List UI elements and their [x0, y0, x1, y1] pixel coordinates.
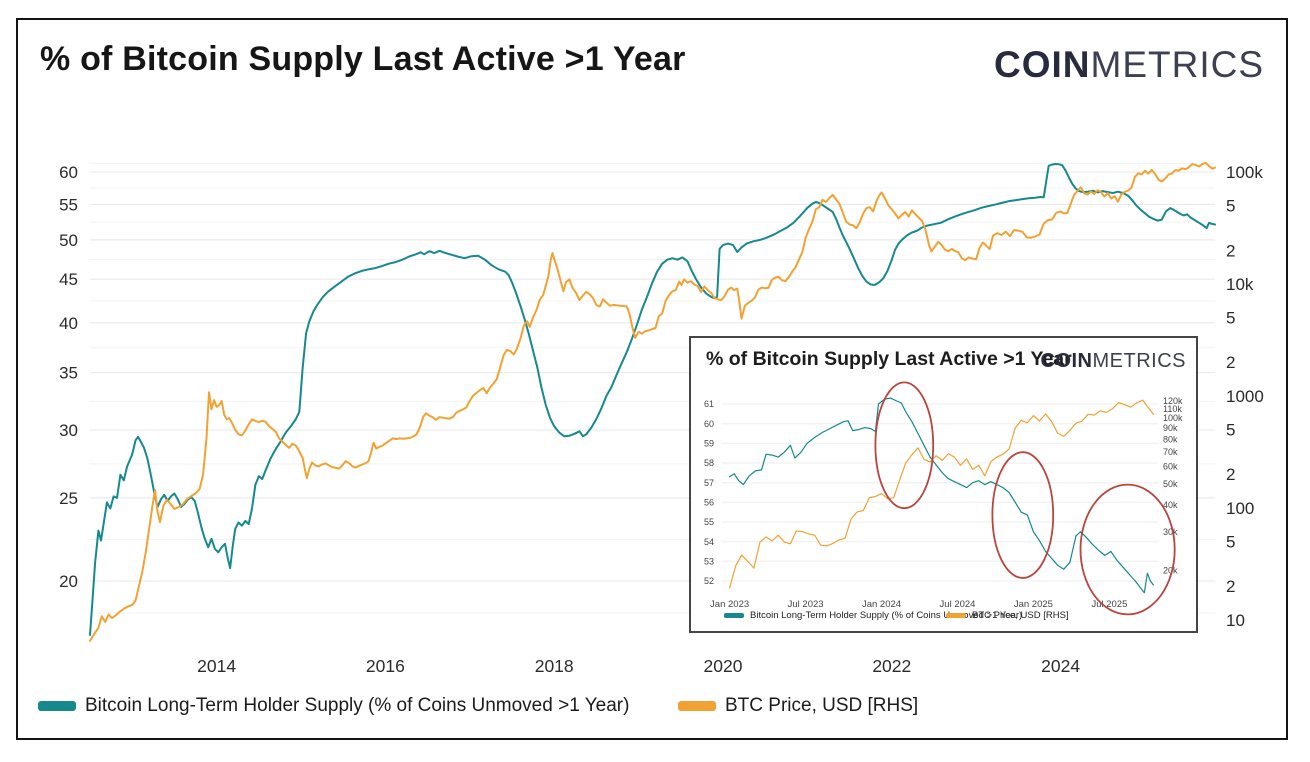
legend-item-price: BTC Price, USD [RHS]: [678, 695, 918, 717]
inset-frame: [689, 336, 1198, 633]
x-axis-tick: Jul 2024: [940, 599, 976, 610]
left-axis-tick: 57: [704, 478, 714, 488]
right-axis-tick: 5: [1226, 533, 1235, 552]
x-axis-tick: Jan 2024: [862, 599, 901, 610]
left-axis-tick: 54: [704, 537, 714, 547]
left-axis-tick: 25: [59, 489, 78, 508]
right-axis-tick: 100: [1226, 499, 1254, 518]
x-axis-tick: 2016: [366, 656, 405, 676]
inset-logo-metrics-text: METRICS: [1092, 350, 1186, 372]
left-axis-tick: 56: [704, 498, 714, 508]
left-axis-tick: 50: [59, 231, 78, 250]
left-axis-tick: 20: [59, 572, 78, 591]
right-axis-tick: 30k: [1163, 527, 1178, 537]
right-axis-tick: 40k: [1163, 500, 1178, 510]
right-axis-tick: 60k: [1163, 462, 1178, 472]
right-axis-tick: 2: [1226, 241, 1235, 260]
price-line: [89, 161, 1216, 642]
inset-legend-item-supply: Bitcoin Long-Term Holder Supply (% of Co…: [724, 610, 1022, 621]
price-legend-swatch: [678, 701, 716, 711]
inset-supply-legend-swatch: [724, 613, 744, 618]
right-axis-tick: 70k: [1163, 447, 1178, 457]
left-axis-tick: 53: [704, 557, 714, 567]
left-axis-tick: 35: [59, 364, 78, 383]
left-axis-tick: 45: [59, 270, 78, 289]
left-axis-tick: 58: [704, 458, 714, 468]
inset-title: % of Bitcoin Supply Last Active >1 Year: [706, 348, 1072, 370]
right-axis-tick: 90k: [1163, 423, 1178, 433]
annotation-ellipse: [874, 381, 935, 510]
right-axis-tick: 2: [1226, 465, 1235, 484]
x-axis-tick: 2020: [704, 656, 743, 676]
price-legend-label: BTC Price, USD [RHS]: [725, 695, 919, 716]
right-axis-tick: 2: [1226, 577, 1235, 596]
annotation-ellipse: [991, 451, 1055, 579]
inset-logo-coin-text: COIN: [1040, 350, 1093, 372]
right-axis-tick: 80k: [1163, 434, 1178, 444]
right-axis-tick: 5: [1226, 197, 1235, 216]
logo-coin-text: COIN: [994, 44, 1091, 85]
supply-legend-swatch: [38, 701, 76, 711]
right-axis-tick: 50k: [1163, 479, 1178, 489]
right-axis-tick: 10k: [1226, 275, 1254, 294]
coinmetrics-logo: COINMETRICS: [994, 44, 1264, 86]
x-axis-tick: Jul 2025: [1091, 599, 1127, 610]
supply-line: [89, 163, 1216, 636]
x-axis-tick: 2018: [535, 656, 574, 676]
x-axis-tick: Jan 2025: [1014, 599, 1053, 610]
major-gridlines: [722, 403, 1158, 582]
right-axis-tick: 2: [1226, 353, 1235, 372]
inset-legend-item-price: BTC Price, USD [RHS]: [946, 610, 1069, 621]
x-axis-tick: 2024: [1041, 656, 1080, 676]
supply-line: [729, 397, 1154, 594]
price-line: [729, 399, 1154, 589]
left-axis-tick: 55: [704, 517, 714, 527]
left-axis-tick: 52: [704, 576, 714, 586]
x-axis-tick: 2022: [872, 656, 911, 676]
logo-metrics-text: METRICS: [1090, 44, 1264, 85]
supply-legend-label: Bitcoin Long-Term Holder Supply (% of Co…: [85, 695, 630, 716]
right-axis-tick: 110k: [1163, 404, 1182, 414]
left-axis-tick: 59: [704, 439, 714, 449]
left-axis-tick: 55: [59, 195, 78, 214]
left-axis-tick: 60: [59, 163, 78, 182]
right-axis-tick: 5: [1226, 421, 1235, 440]
inset-supply-legend-label: Bitcoin Long-Term Holder Supply (% of Co…: [750, 610, 1023, 621]
inset-price-legend-swatch: [946, 613, 966, 618]
right-axis-tick: 100k: [1226, 163, 1263, 182]
right-axis-tick: 20k: [1163, 566, 1178, 576]
left-axis-tick: 40: [59, 314, 78, 333]
right-axis-tick: 100k: [1163, 413, 1183, 423]
inset-price-legend-label: BTC Price, USD [RHS]: [972, 610, 1069, 621]
legend-item-supply: Bitcoin Long-Term Holder Supply (% of Co…: [38, 695, 629, 717]
right-axis-tick: 120k: [1163, 396, 1183, 406]
page-title: % of Bitcoin Supply Last Active >1 Year: [40, 40, 686, 78]
x-axis-tick: Jul 2023: [788, 599, 824, 610]
x-axis-tick: 2014: [197, 656, 236, 676]
left-axis-tick: 61: [704, 399, 714, 409]
right-axis-tick: 5: [1226, 309, 1235, 328]
left-axis-tick: 60: [704, 419, 714, 429]
left-axis-tick: 30: [59, 421, 78, 440]
right-axis-tick: 10: [1226, 611, 1245, 630]
inset-coinmetrics-logo: COINMETRICS: [1041, 350, 1187, 373]
right-axis-tick: 1000: [1226, 387, 1264, 406]
x-axis-tick: Jan 2023: [710, 599, 749, 610]
annotation-ellipse: [1079, 483, 1176, 616]
